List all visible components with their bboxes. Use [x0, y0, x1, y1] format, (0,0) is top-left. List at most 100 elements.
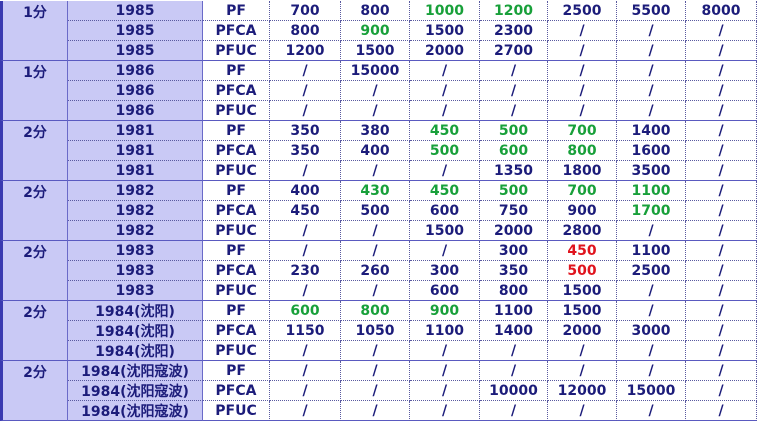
coin-type: PF — [203, 181, 270, 201]
price: / — [480, 361, 548, 381]
price: 800 — [270, 21, 341, 41]
denomination: 1分 — [0, 61, 68, 121]
price: / — [617, 281, 686, 301]
price: / — [686, 321, 757, 341]
price: 600 — [410, 201, 480, 221]
coin-type: PF — [203, 61, 270, 81]
price: / — [410, 361, 480, 381]
coin-type: PFCA — [203, 381, 270, 401]
price: 350 — [270, 141, 341, 161]
price: / — [686, 221, 757, 241]
price: / — [686, 21, 757, 41]
price: 1000 — [410, 1, 480, 21]
price: 500 — [480, 121, 548, 141]
coin-type: PFUC — [203, 101, 270, 121]
price: 450 — [410, 181, 480, 201]
price: 500 — [480, 181, 548, 201]
price: / — [270, 101, 341, 121]
coin-type: PFCA — [203, 81, 270, 101]
price: 800 — [548, 141, 617, 161]
price: / — [270, 221, 341, 241]
price: / — [548, 41, 617, 61]
price: 1150 — [270, 321, 341, 341]
price: / — [270, 81, 341, 101]
denomination: 2分 — [0, 361, 68, 421]
price: / — [686, 121, 757, 141]
coin-type: PFUC — [203, 221, 270, 241]
price: / — [686, 41, 757, 61]
price: / — [686, 81, 757, 101]
price: 750 — [480, 201, 548, 221]
price: / — [617, 21, 686, 41]
price: 700 — [270, 1, 341, 21]
price: 600 — [410, 281, 480, 301]
price: 350 — [270, 121, 341, 141]
coin-type: PFUC — [203, 401, 270, 421]
price: 2500 — [617, 261, 686, 281]
denomination: 2分 — [0, 241, 68, 301]
price: / — [617, 401, 686, 421]
price: 230 — [270, 261, 341, 281]
price: / — [548, 401, 617, 421]
price: 900 — [410, 301, 480, 321]
price: / — [548, 361, 617, 381]
coin-type: PFUC — [203, 341, 270, 361]
price: / — [341, 341, 410, 361]
price: 1100 — [617, 181, 686, 201]
price: 400 — [270, 181, 341, 201]
price: 300 — [410, 261, 480, 281]
price: 260 — [341, 261, 410, 281]
price: 500 — [548, 261, 617, 281]
price: / — [341, 401, 410, 421]
price: 380 — [341, 121, 410, 141]
price: / — [410, 341, 480, 361]
price: 1700 — [617, 201, 686, 221]
price: / — [410, 401, 480, 421]
price: / — [686, 181, 757, 201]
year: 1983 — [68, 281, 203, 301]
price: 800 — [341, 301, 410, 321]
price: / — [410, 241, 480, 261]
price: 700 — [548, 181, 617, 201]
denomination: 1分 — [0, 1, 68, 61]
price: / — [410, 101, 480, 121]
price: / — [270, 341, 341, 361]
coin-type: PF — [203, 301, 270, 321]
price: / — [341, 381, 410, 401]
price: / — [480, 341, 548, 361]
price: 800 — [341, 1, 410, 21]
price: 300 — [480, 241, 548, 261]
price: / — [270, 161, 341, 181]
price: 450 — [270, 201, 341, 221]
year: 1983 — [68, 241, 203, 261]
price: / — [548, 341, 617, 361]
price: / — [686, 401, 757, 421]
coin-type: PFCA — [203, 261, 270, 281]
year: 1984(沈阳寇波) — [68, 401, 203, 421]
year: 1983 — [68, 261, 203, 281]
price: 2000 — [410, 41, 480, 61]
price: / — [548, 21, 617, 41]
price: 5500 — [617, 1, 686, 21]
coin-type: PF — [203, 121, 270, 141]
price: 1800 — [548, 161, 617, 181]
coin-type: PFCA — [203, 321, 270, 341]
price: 1350 — [480, 161, 548, 181]
price: 350 — [480, 261, 548, 281]
price: 500 — [341, 201, 410, 221]
price: 12000 — [548, 381, 617, 401]
price: / — [617, 341, 686, 361]
price: / — [270, 241, 341, 261]
price: 8000 — [686, 1, 757, 21]
price: 1400 — [480, 321, 548, 341]
year: 1986 — [68, 101, 203, 121]
price: 430 — [341, 181, 410, 201]
price: 1600 — [617, 141, 686, 161]
price: / — [341, 161, 410, 181]
price: / — [686, 241, 757, 261]
coin-type: PF — [203, 1, 270, 21]
price: 10000 — [480, 381, 548, 401]
price: / — [686, 301, 757, 321]
price: 1400 — [617, 121, 686, 141]
year: 1981 — [68, 121, 203, 141]
